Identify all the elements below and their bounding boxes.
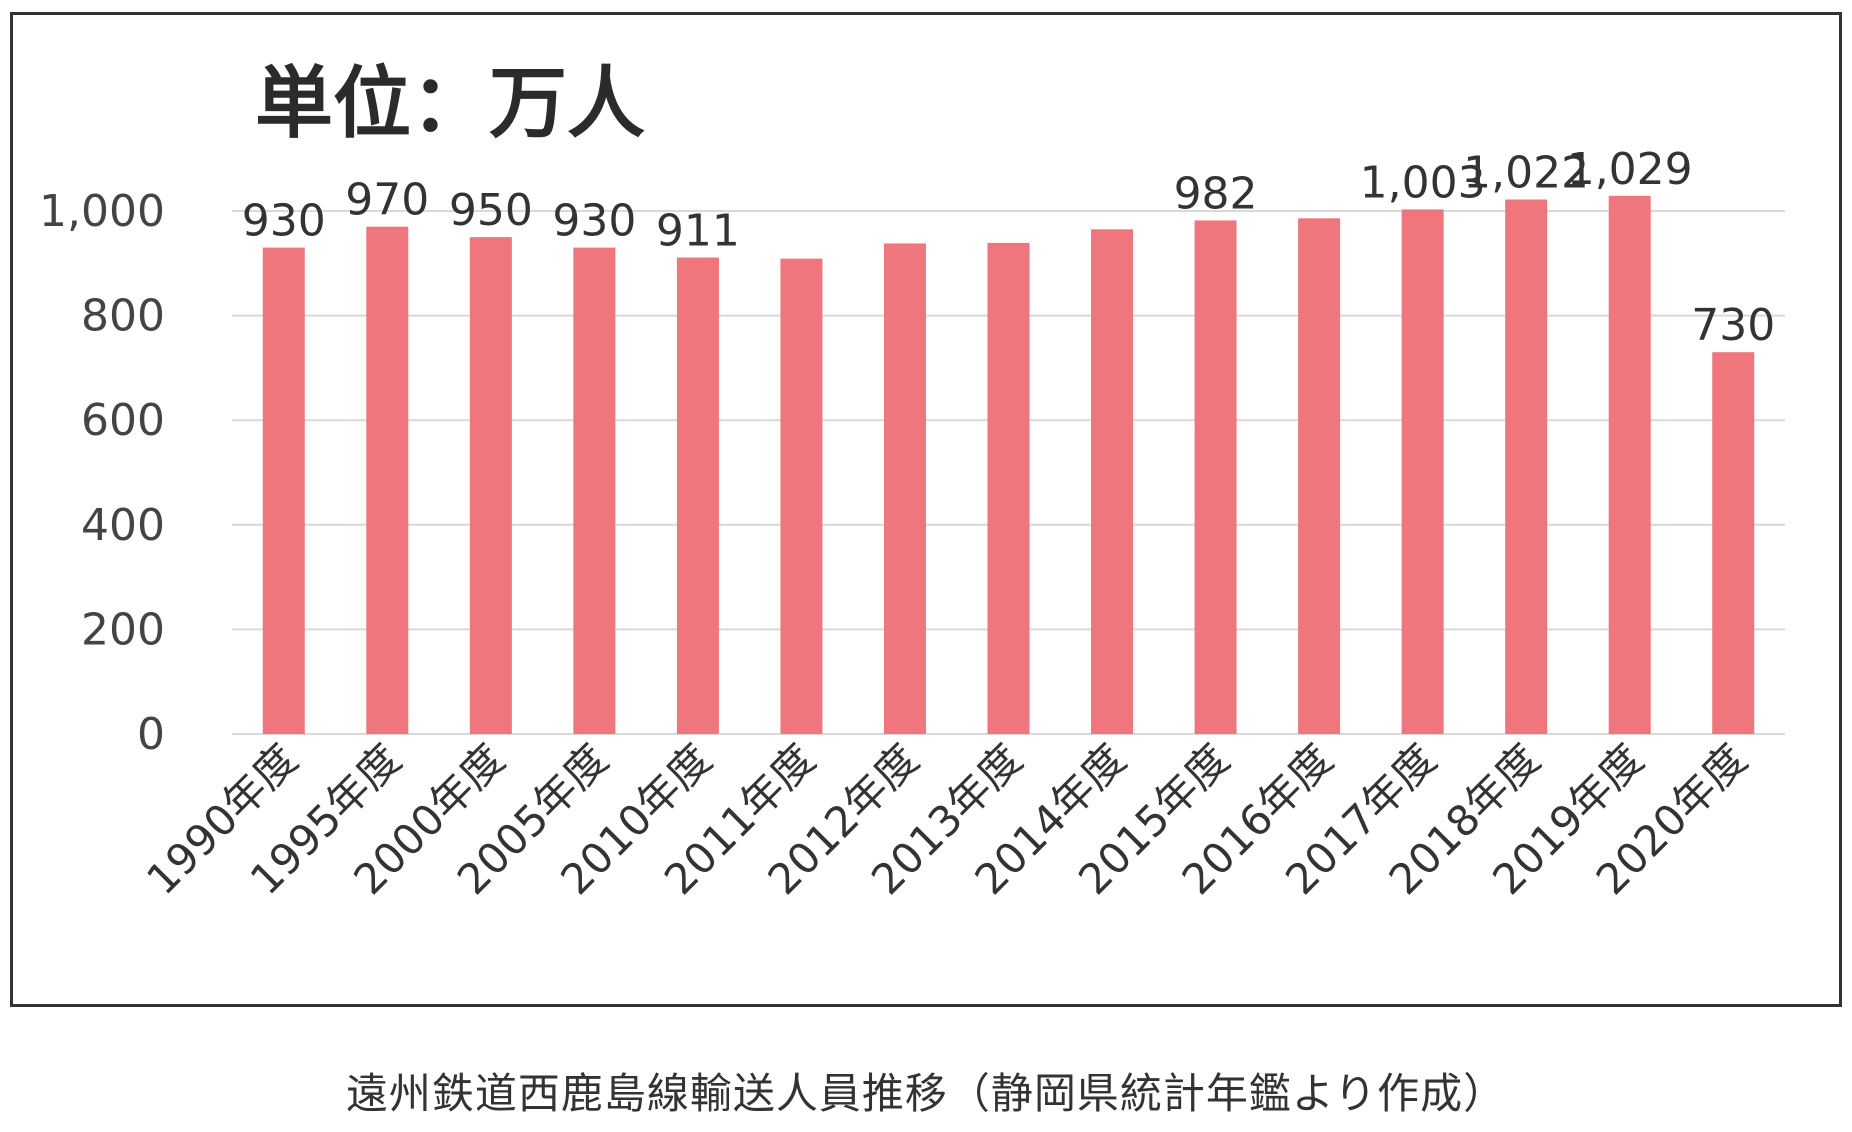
bar — [1298, 218, 1341, 734]
data-label: 911 — [656, 206, 740, 257]
bar — [780, 258, 823, 734]
bar — [573, 247, 616, 735]
y-tick-label: 0 — [137, 709, 165, 760]
unit-label: 単位：万人 — [255, 59, 645, 149]
data-label: 970 — [345, 175, 429, 226]
data-label: 1,003 — [1360, 157, 1486, 208]
bar — [1505, 199, 1548, 734]
x-axis-categories: 1990年度1995年度2000年度2005年度2010年度2011年度2012… — [137, 734, 1756, 904]
data-label: 1,029 — [1567, 144, 1693, 195]
bar — [883, 243, 926, 734]
y-tick-label: 800 — [81, 291, 165, 342]
bars — [262, 195, 1755, 735]
data-label: 950 — [449, 185, 533, 236]
data-label: 930 — [242, 196, 326, 247]
data-label: 1,022 — [1463, 147, 1589, 198]
bar — [469, 237, 512, 734]
y-tick-label: 1,000 — [39, 186, 165, 237]
bar — [1712, 352, 1755, 734]
data-label: 730 — [1691, 300, 1775, 351]
bar — [676, 257, 719, 734]
bar — [262, 247, 305, 735]
bar — [366, 226, 409, 734]
data-label: 982 — [1174, 168, 1258, 219]
bar — [1194, 220, 1237, 734]
y-tick-label: 400 — [81, 500, 165, 551]
data-label: 930 — [552, 196, 636, 247]
y-tick-label: 600 — [81, 395, 165, 446]
bar — [1608, 195, 1651, 734]
bar — [987, 242, 1030, 734]
bar — [1091, 229, 1134, 734]
bar — [1401, 209, 1444, 734]
chart-caption: 遠州鉄道西鹿島線輸送人員推移（静岡県統計年鑑より作成） — [345, 1069, 1507, 1118]
y-axis-ticks: 0 200 400 600 800 1,000 — [39, 186, 165, 760]
y-tick-label: 200 — [81, 604, 165, 655]
